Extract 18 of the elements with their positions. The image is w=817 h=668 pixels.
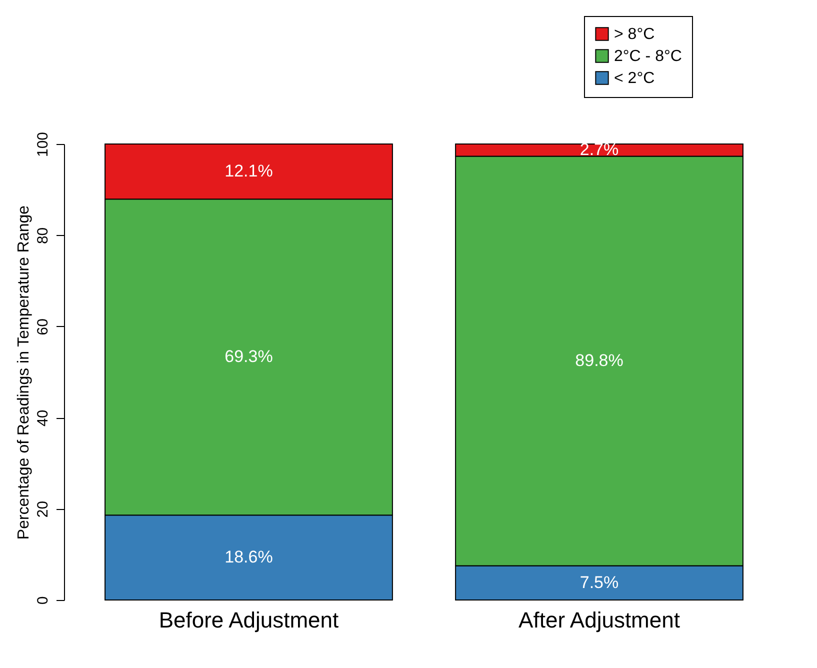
x-tick-label: After Adjustment: [518, 608, 680, 632]
y-axis-title: Percentage of Readings in Temperature Range: [16, 205, 32, 540]
y-tick-label: 60: [34, 318, 52, 336]
data-label: 18.6%: [224, 548, 273, 567]
data-label: 89.8%: [575, 351, 624, 370]
x-tick-label: Before Adjustment: [158, 608, 339, 632]
data-label: 12.1%: [224, 162, 273, 181]
y-tick-label: 0: [34, 596, 52, 605]
y-tick-label: 80: [34, 227, 52, 244]
y-tick-label: 20: [34, 500, 52, 518]
data-label: 2.7%: [580, 140, 619, 160]
legend-label: < 2°C: [614, 70, 655, 87]
legend-label: > 8°C: [614, 26, 655, 43]
y-tick-label: 40: [34, 410, 52, 426]
legend-label: 2°C - 8°C: [614, 48, 682, 65]
data-label: 7.5%: [580, 572, 619, 592]
y-tick-label: 100: [34, 132, 52, 158]
data-label: 69.3%: [224, 347, 273, 366]
